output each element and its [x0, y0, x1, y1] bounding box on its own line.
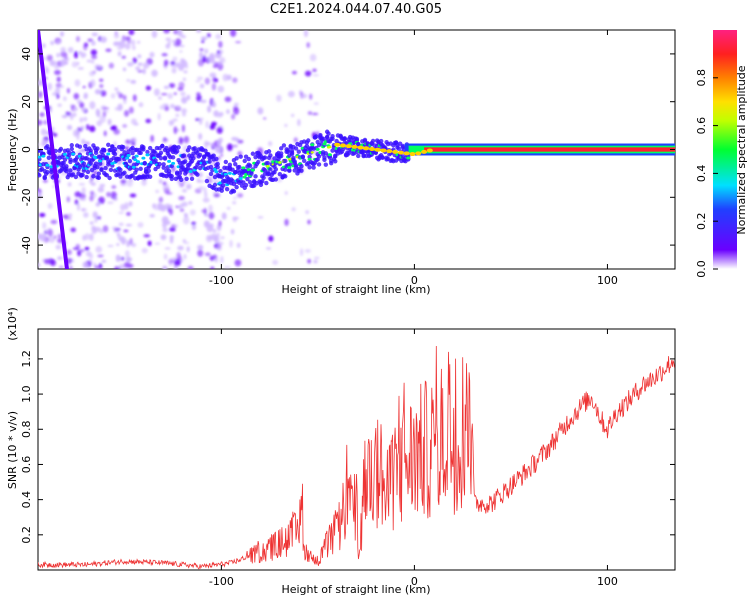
- colorbar-gradient: [713, 30, 737, 269]
- x-tick-label: -100: [209, 575, 234, 588]
- y-tick-label: 1.2: [20, 350, 33, 368]
- colorbar-label: Normalized spectral amplitude: [735, 65, 748, 234]
- colorbar: 0.0 0.2 0.4 0.6 0.8 Normalized spectral ampl…: [695, 30, 748, 278]
- snr-axes: -100 0 100 0.2 0.4 0.6 0.8 1.0 1.2: [20, 329, 675, 588]
- snr-xlabel: Height of straight line (km): [281, 583, 430, 596]
- x-tick-label: 0: [411, 274, 418, 287]
- y-tick-label: 40: [20, 47, 33, 61]
- snr-multiplier: (x10⁴): [6, 307, 19, 341]
- y-tick-label: 1.0: [20, 385, 33, 403]
- spectrogram-xlabel: Height of straight line (km): [281, 283, 430, 296]
- colorbar-tick-label: 0.6: [695, 117, 708, 135]
- y-tick-label: 0.8: [20, 421, 33, 439]
- spectral-trace: [38, 129, 675, 195]
- x-tick-label: -100: [209, 274, 234, 287]
- y-tick-label: 0: [20, 146, 33, 153]
- x-tick-label: 0: [411, 575, 418, 588]
- y-tick-label: -20: [20, 188, 33, 206]
- spectrogram-axes: -100 0 100 -40 -20 0 20 40: [20, 30, 675, 287]
- tone-band-core: [424, 147, 675, 152]
- spectrogram-image: [38, 30, 675, 269]
- figure-title: C2E1.2024.044.07.40.G05: [269, 2, 443, 17]
- y-tick-label: 0.6: [20, 456, 33, 474]
- colorbar-tick-label: 0.8: [695, 69, 708, 87]
- y-tick-label: 0.2: [20, 526, 33, 544]
- diagonal-streak: [38, 30, 69, 269]
- snr-panel: -100 0 100 0.2 0.4 0.6 0.8 1.0 1.2 Height of str…: [6, 307, 676, 596]
- colorbar-tick-label: 0.2: [695, 212, 708, 230]
- spectrogram-panel: -100 0 100 -40 -20 0 20 40 Height of straight l…: [6, 29, 676, 296]
- colorbar-tick-label: 0.0: [695, 260, 708, 278]
- y-tick-label: 0.4: [20, 491, 33, 509]
- spectrogram-ylabel: Frequency (Hz): [6, 109, 19, 192]
- snr-series-line: [38, 345, 675, 570]
- x-tick-label: 100: [597, 575, 618, 588]
- snr-plot-area: [37, 328, 676, 571]
- x-tick-label: 100: [597, 274, 618, 287]
- y-tick-label: 20: [20, 95, 33, 109]
- colorbar-tick-label: 0.4: [695, 165, 708, 183]
- snr-ylabel: SNR (10 * v/v): [6, 411, 19, 489]
- colorbar-ticks: 0.0 0.2 0.4 0.6 0.8: [695, 69, 718, 278]
- y-tick-label: -40: [20, 236, 33, 254]
